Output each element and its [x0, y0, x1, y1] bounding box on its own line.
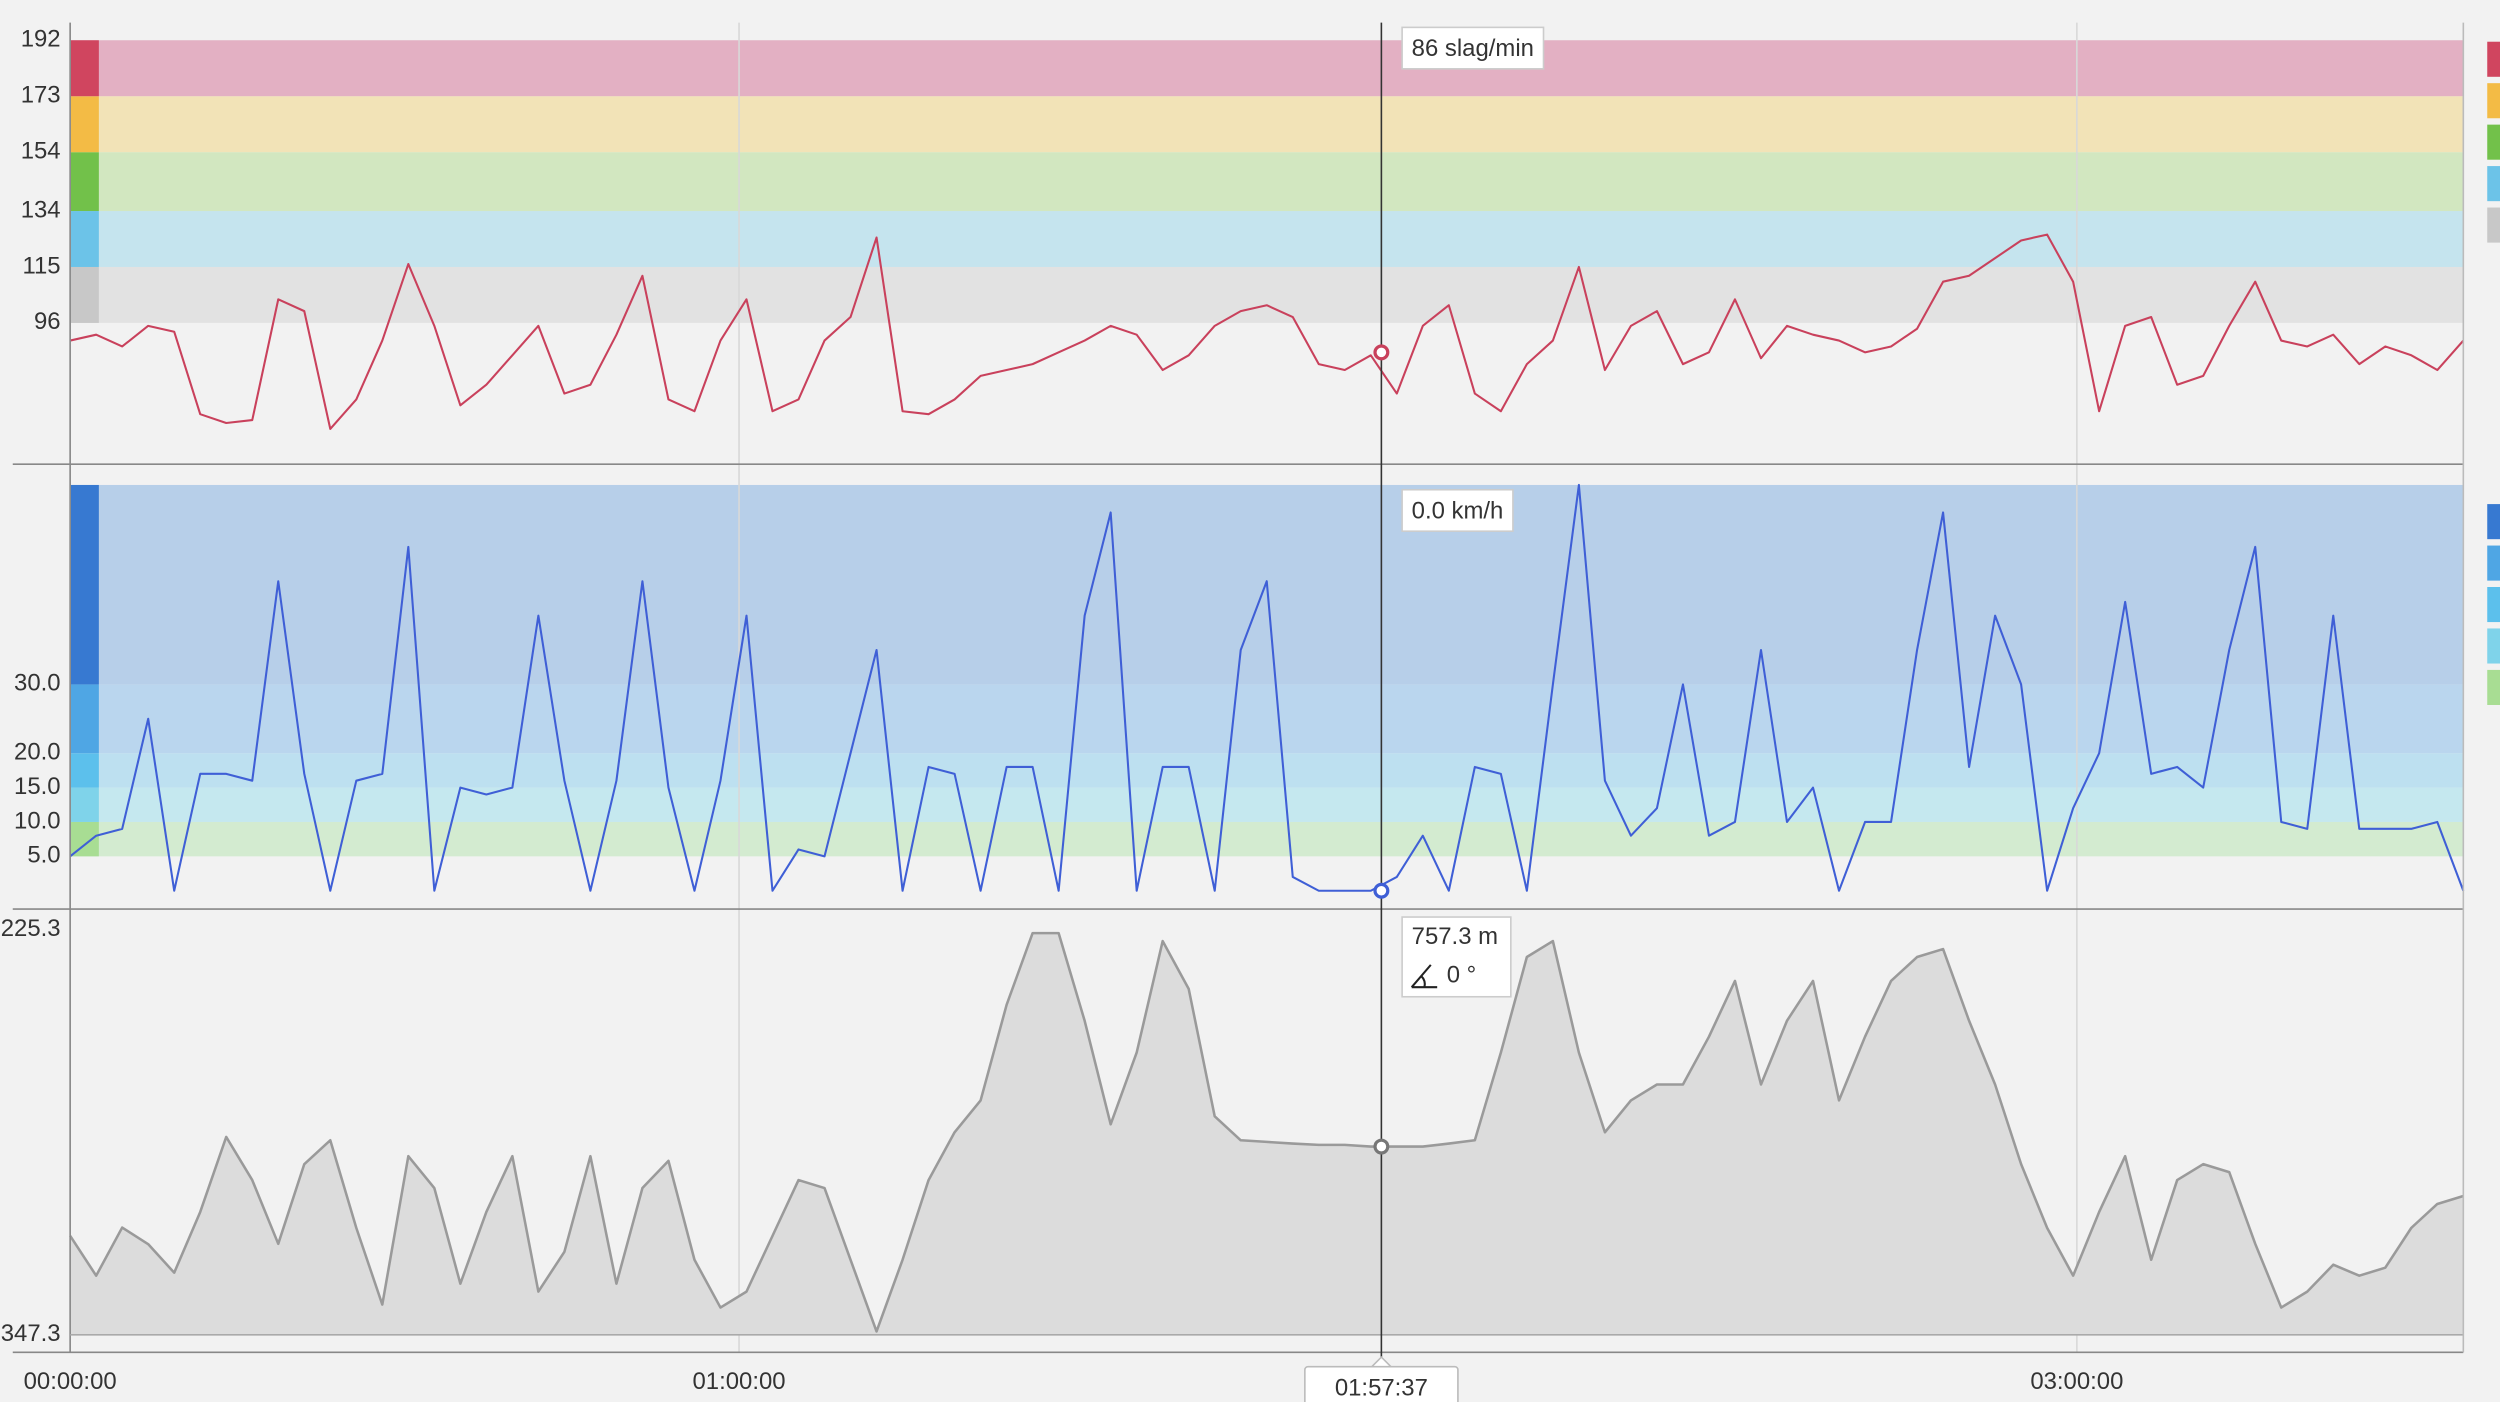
zone-legend-swatch: [2487, 628, 2500, 664]
zone-legend-swatch: [2487, 545, 2500, 581]
zone-legend-swatch: [2487, 83, 2500, 119]
tooltip-text: 86 slag/min: [1412, 35, 1534, 62]
zone-legend-swatch: [2487, 41, 2500, 77]
y-tick-label: 96: [34, 308, 61, 335]
tooltip-text: 757.3 m: [1412, 923, 1498, 950]
zone-band: [70, 753, 2464, 788]
tooltip-text: 0 °: [1447, 961, 1477, 988]
zone-bar: [70, 684, 99, 754]
series-line: [69, 233, 2465, 430]
tooltip-box: [1401, 488, 1514, 532]
y-tick-label: 134: [21, 196, 61, 223]
angle-icon: [1410, 964, 1438, 989]
tooltip-box: [1401, 26, 1545, 70]
zone-legend-swatch: [2487, 669, 2500, 705]
zone-bar: [70, 211, 99, 267]
zone-band: [70, 40, 2464, 97]
x-tick-label: 03:00:00: [2030, 1368, 2123, 1395]
y-tick-label: 347.3: [1, 1320, 61, 1347]
series-line: [69, 483, 2465, 892]
zone-bar: [70, 787, 99, 822]
y-tick-label: 20.0: [14, 738, 61, 765]
y-tick-label: 5.0: [27, 842, 60, 869]
y-tick-label: 10.0: [14, 807, 61, 834]
y-tick-label: 30.0: [14, 670, 61, 697]
y-tick-label: 15.0: [14, 773, 61, 800]
zone-bar: [70, 96, 99, 153]
tooltip-box: [1401, 916, 1512, 998]
zone-bar: [70, 484, 99, 685]
zone-band: [70, 684, 2464, 754]
x-tick-label: 01:00:00: [693, 1368, 786, 1395]
cursor-marker: [1373, 344, 1390, 361]
cursor-marker: [1373, 882, 1390, 899]
zone-bar: [70, 40, 99, 97]
cursor-label-pointer: [1369, 1355, 1393, 1368]
zone-band: [70, 266, 2464, 323]
tooltip-text: 0.0 km/h: [1412, 497, 1504, 524]
y-tick-label: 192: [21, 26, 61, 53]
zone-band: [70, 96, 2464, 153]
cursor-label: 01:57:37: [1335, 1374, 1428, 1401]
zone-bar: [70, 152, 99, 212]
y-tick-label: 115: [22, 252, 60, 279]
zone-bar: [70, 266, 99, 323]
zone-bar: [70, 753, 99, 788]
x-tick-label: 00:00:00: [24, 1368, 117, 1395]
zone-legend-swatch: [2487, 504, 2500, 540]
zone-band: [70, 152, 2464, 212]
zone-band: [70, 787, 2464, 822]
zone-legend-swatch: [2487, 124, 2500, 160]
y-tick-label: 225.3: [1, 915, 61, 942]
area: [70, 933, 2464, 1335]
series-line: [69, 931, 2464, 1333]
y-tick-label: 154: [21, 137, 61, 164]
zone-legend-swatch: [2487, 166, 2500, 202]
zone-band: [70, 211, 2464, 267]
cursor-marker: [1373, 1138, 1390, 1155]
y-tick-label: 173: [21, 82, 61, 109]
zone-legend-swatch: [2487, 207, 2500, 243]
zone-legend-swatch: [2487, 587, 2500, 623]
zone-bar: [70, 821, 99, 857]
